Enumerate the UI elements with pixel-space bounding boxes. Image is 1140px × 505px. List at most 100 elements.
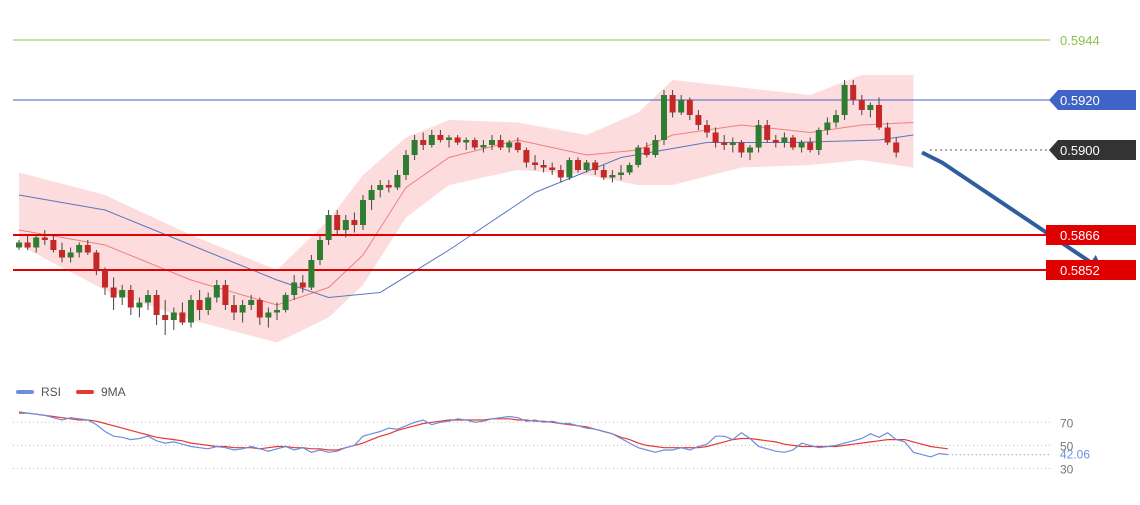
- candle-body: [489, 140, 495, 145]
- candle-body: [179, 312, 186, 323]
- candle-body: [532, 162, 538, 165]
- candle-body: [170, 312, 177, 320]
- candle-body: [858, 100, 865, 110]
- candle-body: [403, 155, 409, 175]
- rsi-level-label: 50: [1060, 439, 1074, 453]
- candle-body: [274, 310, 280, 313]
- candle-body: [557, 170, 564, 178]
- candle-body: [695, 115, 702, 125]
- forecast-arrow-shaft: [921, 150, 1092, 265]
- candle-body: [575, 160, 581, 170]
- candle-body: [747, 147, 753, 153]
- candle-body: [643, 147, 650, 155]
- candle-body: [833, 115, 839, 123]
- candle-body: [102, 270, 108, 288]
- candlestick-series: [16, 80, 900, 335]
- candle-body: [824, 122, 831, 130]
- candle-body: [196, 300, 203, 310]
- rsi-legend-swatch: [16, 390, 34, 394]
- candle-body: [360, 200, 366, 225]
- candle-body: [549, 167, 556, 170]
- candle-body: [729, 142, 736, 145]
- candle-body: [127, 290, 134, 308]
- candle-body: [463, 140, 470, 143]
- candle-body: [84, 245, 91, 253]
- candle-body: [24, 242, 31, 248]
- ma-legend-label: 9MA: [101, 385, 126, 399]
- candle-body: [807, 142, 814, 150]
- rsi-ma-line: [19, 412, 948, 451]
- candle-body: [738, 142, 745, 153]
- candle-body: [506, 142, 513, 148]
- price-badge-0-5920: 0.5920: [1060, 93, 1100, 108]
- candle-body: [351, 220, 358, 225]
- candle-body: [790, 137, 796, 148]
- candle-body: [136, 302, 143, 308]
- candle-body: [213, 285, 220, 298]
- rsi-line: [18, 411, 948, 458]
- candle-body: [893, 142, 900, 153]
- candle-body: [119, 290, 126, 298]
- candle-body: [876, 105, 882, 128]
- candle-body: [635, 147, 642, 165]
- candle-body: [652, 140, 659, 155]
- candle-body: [41, 237, 48, 240]
- candle-body: [308, 260, 315, 288]
- candle-body: [454, 137, 461, 143]
- candle-body: [153, 295, 160, 315]
- candle-body: [772, 140, 779, 143]
- candle-body: [609, 175, 616, 178]
- candle-body: [514, 142, 521, 150]
- rsi-legend-label: RSI: [41, 385, 61, 399]
- candle-body: [592, 162, 599, 170]
- candle-body: [256, 300, 263, 318]
- candle-body: [566, 160, 573, 178]
- candle-body: [188, 300, 194, 323]
- candle-body: [342, 220, 349, 230]
- candle-body: [867, 105, 874, 110]
- candle-body: [540, 165, 547, 168]
- candle-body: [712, 132, 719, 143]
- rsi-legend: RSI 9MA: [16, 385, 126, 399]
- candle-body: [704, 125, 710, 133]
- candle-body: [600, 170, 607, 178]
- candle-body: [437, 135, 444, 140]
- candle-body: [110, 287, 117, 298]
- candle-body: [33, 237, 40, 248]
- candle-body: [420, 140, 427, 145]
- candle-body: [368, 190, 375, 200]
- candle-body: [841, 85, 848, 115]
- price-badge-bg: [1046, 225, 1136, 245]
- rsi-current-value: 42.06: [1060, 448, 1090, 462]
- candle-body: [626, 165, 633, 173]
- candle-body: [291, 282, 298, 295]
- bollinger-band-fill: [19, 75, 914, 343]
- price-badge-bg: [1046, 260, 1136, 280]
- rsi-level-label: 70: [1060, 416, 1074, 430]
- price-badge-0-5866: 0.5866: [1060, 228, 1100, 243]
- bollinger-bands: [19, 75, 914, 343]
- candle-body: [385, 185, 392, 188]
- candle-body: [299, 282, 306, 288]
- candle-body: [428, 135, 435, 145]
- candle-body: [669, 95, 676, 113]
- candle-body: [67, 252, 74, 258]
- candle-body: [325, 215, 332, 240]
- price-badge-0-5900: 0.5900: [1060, 143, 1100, 158]
- candle-body: [222, 285, 229, 305]
- candle-body: [583, 162, 590, 170]
- price-badge-bg: [1049, 140, 1136, 160]
- price-badge-0-5852: 0.5852: [1060, 263, 1100, 278]
- candle-body: [50, 240, 57, 250]
- candle-body: [76, 245, 83, 253]
- candle-body: [618, 172, 624, 175]
- price-badge-bg: [1049, 90, 1136, 110]
- candle-body: [282, 295, 289, 310]
- candle-body: [162, 315, 169, 320]
- ma-legend-swatch: [76, 390, 94, 394]
- candle-body: [93, 252, 100, 270]
- candle-body: [755, 125, 762, 148]
